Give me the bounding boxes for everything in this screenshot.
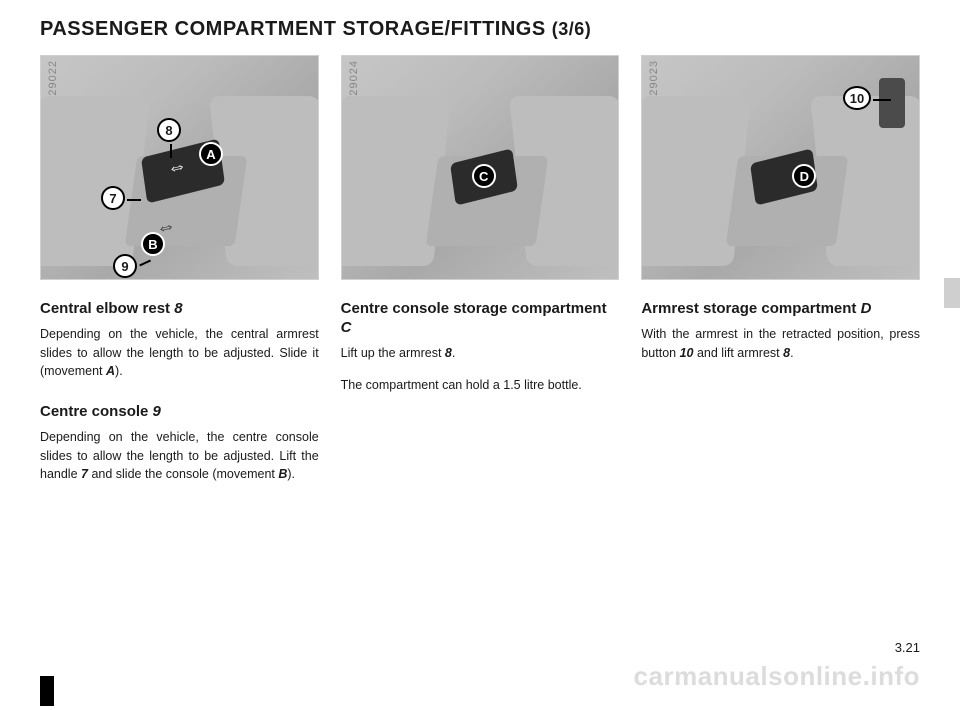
ref: 10: [680, 346, 694, 360]
callout-B: B: [141, 232, 165, 256]
heading-elbow-rest: Central elbow rest 8: [40, 300, 319, 319]
para-armrest-storage: With the armrest in the retracted positi…: [641, 325, 920, 363]
heading-centre-storage: Centre console storage compartment C: [341, 300, 620, 338]
callout-label: 8: [165, 123, 172, 138]
ref: A: [106, 364, 115, 378]
ref: 7: [81, 467, 88, 481]
figure-right: 29023 D 10: [641, 55, 920, 280]
para-lift-armrest: Lift up the armrest 8.: [341, 344, 620, 363]
text: .: [452, 346, 455, 360]
callout-C: C: [472, 164, 496, 188]
para-bottle: The compartment can hold a 1.5 litre bot…: [341, 376, 620, 395]
callout-label: C: [479, 169, 488, 184]
ref: 8: [445, 346, 452, 360]
callout-label: 9: [121, 259, 128, 274]
callout-9: 9: [113, 254, 137, 278]
callout-8: 8: [157, 118, 181, 142]
callout-7: 7: [101, 186, 125, 210]
crop-mark: [40, 676, 54, 706]
text: and slide the console (movement: [88, 467, 278, 481]
heading-armrest-storage: Armrest storage compartment D: [641, 300, 920, 319]
callout-label: B: [148, 237, 157, 252]
heading-centre-console: Centre console 9: [40, 403, 319, 422]
text: ).: [115, 364, 123, 378]
column-left: 29022 ⇔ ⇔ 7 8 A B 9 Central elbow rest 8…: [40, 55, 319, 498]
callout-label: D: [800, 169, 809, 184]
heading-ref: C: [341, 319, 352, 336]
callout-A: A: [199, 142, 223, 166]
heading-ref: 9: [153, 403, 161, 420]
text: ).: [287, 467, 295, 481]
callout-label: 10: [850, 91, 864, 106]
text: Lift up the armrest: [341, 346, 445, 360]
footer: 3.21 carmanualsonline.info: [40, 640, 920, 692]
title-part: (3/6): [552, 19, 592, 39]
text: .: [790, 346, 793, 360]
seat-pocket: [879, 78, 905, 128]
figure-center: 29024 C: [341, 55, 620, 280]
para-centre-console: Depending on the vehicle, the centre con…: [40, 428, 319, 484]
column-right: 29023 D 10 Armrest storage compartment D…: [641, 55, 920, 498]
figure-left: 29022 ⇔ ⇔ 7 8 A B 9: [40, 55, 319, 280]
heading-text: Armrest storage compartment: [641, 300, 860, 317]
watermark: carmanualsonline.info: [40, 661, 920, 692]
title-main: PASSENGER COMPARTMENT STORAGE/FITTINGS: [40, 18, 546, 40]
image-id: 29023: [648, 60, 660, 96]
page-number: 3.21: [40, 640, 920, 655]
heading-text: Central elbow rest: [40, 300, 174, 317]
image-id: 29024: [348, 60, 360, 96]
image-id: 29022: [47, 60, 59, 96]
heading-text: Centre console storage compartment: [341, 300, 607, 317]
section-tab: [944, 278, 960, 308]
callout-label: 7: [109, 191, 116, 206]
column-center: 29024 C Centre console storage compartme…: [341, 55, 620, 498]
callout-label: A: [206, 147, 215, 162]
page-title: PASSENGER COMPARTMENT STORAGE/FITTINGS (…: [40, 18, 920, 41]
content-columns: 29022 ⇔ ⇔ 7 8 A B 9 Central elbow rest 8…: [40, 55, 920, 498]
heading-text: Centre console: [40, 403, 153, 420]
heading-ref: D: [861, 300, 872, 317]
callout-10: 10: [843, 86, 871, 110]
text: Depending on the vehicle, the central ar…: [40, 327, 319, 379]
para-elbow-rest: Depending on the vehicle, the central ar…: [40, 325, 319, 381]
heading-ref: 8: [174, 300, 182, 317]
text: and lift armrest: [693, 346, 783, 360]
